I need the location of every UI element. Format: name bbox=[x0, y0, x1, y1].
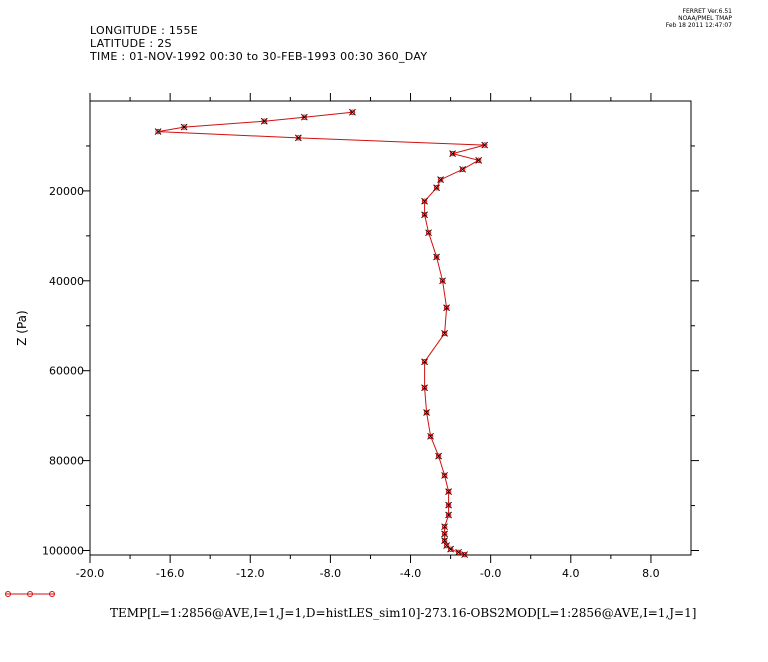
x-tick-label: -16.0 bbox=[156, 567, 184, 580]
y-tick-label: 20000 bbox=[49, 185, 84, 198]
series-line bbox=[158, 111, 485, 556]
x-tick-label: 8.0 bbox=[642, 567, 660, 580]
data-point bbox=[445, 488, 452, 495]
data-point bbox=[421, 211, 428, 219]
time-label: TIME : 01-NOV-1992 00:30 to 30-FEB-1993 … bbox=[90, 50, 428, 63]
data-point bbox=[421, 197, 428, 205]
data-point bbox=[421, 358, 428, 366]
data-point bbox=[443, 304, 450, 312]
legend-marker bbox=[5, 591, 11, 597]
data-point bbox=[441, 523, 448, 531]
x-tick-label: -0.0 bbox=[480, 567, 501, 580]
x-tick-label: -4.0 bbox=[400, 567, 421, 580]
data-point bbox=[461, 551, 468, 558]
y-tick-label: 100000 bbox=[42, 545, 84, 558]
y-tick-label: 40000 bbox=[49, 275, 84, 288]
org-stamp: NOAA/PMEL TMAP bbox=[678, 15, 732, 22]
data-point bbox=[459, 165, 466, 173]
y-tick-label: 60000 bbox=[49, 365, 84, 378]
y-axis-label: Z (Pa) bbox=[15, 310, 29, 345]
legend-marker bbox=[49, 591, 55, 597]
x-tick-label: 4.0 bbox=[562, 567, 580, 580]
data-point bbox=[441, 530, 448, 538]
x-axis: -20.0 -16.0 -12.0 -8.0 -4.0 -0.0 4.0 8.0 bbox=[76, 93, 660, 580]
x-tick-label: -12.0 bbox=[236, 567, 264, 580]
data-point bbox=[154, 128, 162, 135]
plot-frame bbox=[89, 100, 692, 556]
data-point bbox=[301, 113, 308, 121]
longitude-label: LONGITUDE : 155E bbox=[90, 24, 199, 37]
data-point bbox=[441, 472, 448, 479]
data-point bbox=[435, 452, 442, 460]
data-point bbox=[441, 330, 448, 337]
data-point bbox=[294, 134, 302, 142]
data-point bbox=[180, 123, 188, 131]
y-axis: 20000 40000 60000 80000 100000 bbox=[42, 145, 699, 558]
data-point bbox=[445, 501, 452, 509]
data-point bbox=[439, 277, 446, 285]
series-layer bbox=[154, 108, 489, 558]
data-point bbox=[427, 432, 434, 440]
legend bbox=[5, 591, 55, 597]
x-tick-label: -8.0 bbox=[320, 567, 341, 580]
variable-caption: TEMP[L=1:2856@AVE,I=1,J=1,D=histLES_sim1… bbox=[110, 606, 697, 620]
version-stamp: FERRET Ver.6.51 bbox=[682, 8, 732, 15]
y-tick-label: 80000 bbox=[49, 455, 84, 468]
data-point bbox=[433, 253, 440, 261]
data-point bbox=[260, 117, 268, 125]
data-point bbox=[437, 176, 444, 184]
data-point bbox=[449, 150, 456, 157]
date-stamp: Feb 18 2011 12:47:07 bbox=[665, 22, 732, 29]
data-point bbox=[447, 545, 454, 553]
data-point bbox=[445, 511, 452, 519]
data-point bbox=[423, 409, 430, 416]
data-point bbox=[441, 537, 448, 544]
latitude-label: LATITUDE : 2S bbox=[90, 37, 172, 50]
data-point bbox=[481, 141, 489, 149]
x-tick-label: -20.0 bbox=[76, 567, 104, 580]
data-point bbox=[425, 229, 432, 237]
data-point bbox=[421, 384, 428, 392]
data-point bbox=[455, 548, 462, 556]
data-point bbox=[433, 184, 440, 192]
legend-marker bbox=[27, 591, 33, 597]
data-point bbox=[349, 108, 356, 116]
data-point bbox=[475, 156, 483, 164]
